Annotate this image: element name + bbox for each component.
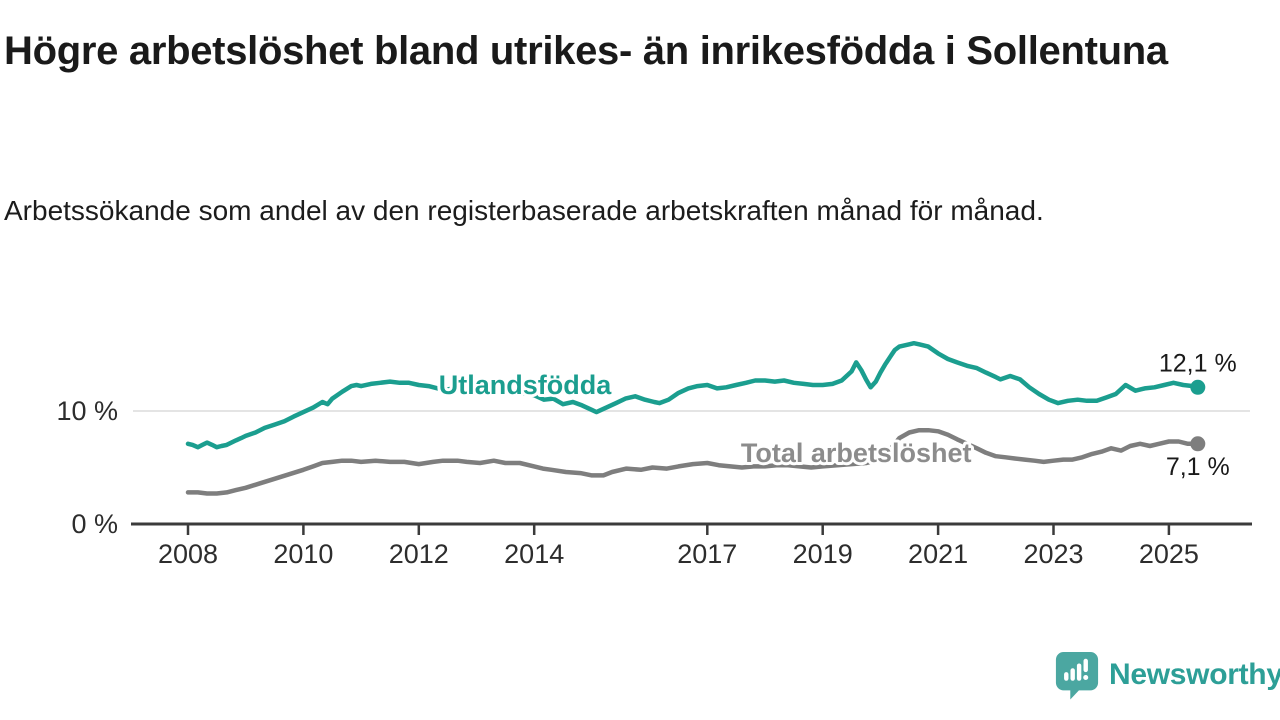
series-line-utlandsfodda: [185, 340, 1201, 450]
newsworthy-logo: Newsworthy: [1054, 650, 1280, 700]
x-tick-label: 2025: [1139, 539, 1199, 569]
newsworthy-wordmark: Newsworthy: [1109, 658, 1280, 691]
end-value-label-total-arbetsloshet: 7,1 %: [1166, 453, 1230, 481]
end-value-label-utlandsfodda: 12,1 %: [1159, 349, 1237, 377]
series-label-utlandsfodda: Utlandsfödda: [439, 370, 612, 400]
x-tick-label: 2021: [908, 539, 968, 569]
x-tick-label: 2019: [793, 539, 853, 569]
x-tick-label: 2008: [158, 539, 218, 569]
x-tick-label: 2017: [677, 539, 737, 569]
x-tick-label: 2023: [1023, 539, 1083, 569]
y-tick-label: 0 %: [71, 509, 118, 539]
series-line-total-arbetsloshet: [185, 427, 1201, 496]
series-end-dot-total-arbetsloshet: [1190, 436, 1206, 452]
chart-title: Högre arbetslöshet bland utrikes- än inr…: [4, 29, 1168, 73]
y-tick-label: 10 %: [56, 396, 118, 426]
chart-subtitle: Arbetssökande som andel av den registerb…: [4, 195, 1044, 226]
x-tick-label: 2014: [504, 539, 564, 569]
speech-bubble-bar-chart-icon: [1055, 652, 1099, 700]
x-tick-label: 2012: [389, 539, 449, 569]
x-tick-label: 2010: [273, 539, 333, 569]
series-label-total-arbetsloshet: Total arbetslöshet: [741, 438, 972, 468]
series-end-dot-utlandsfodda: [1190, 379, 1206, 395]
